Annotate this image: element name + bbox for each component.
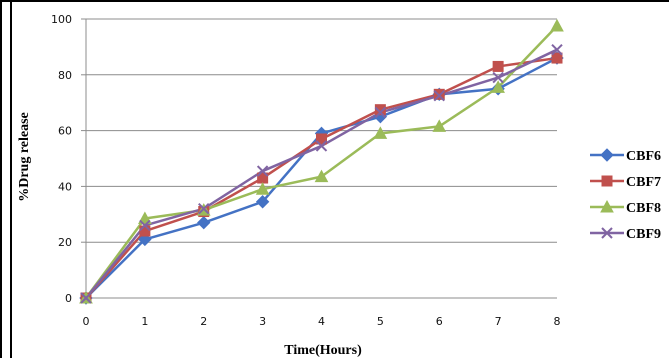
- y-tick-label: 40: [58, 180, 72, 193]
- diamond-marker: [600, 148, 614, 162]
- x-marker-stroke: [198, 203, 210, 215]
- y-tick-label: 0: [65, 292, 72, 305]
- legend-item-cbf6: CBF6: [590, 148, 661, 164]
- legend: CBF6 CBF7 CBF8 CBF9: [590, 148, 661, 242]
- x-tick-label: 1: [141, 315, 148, 328]
- triangle-marker: [491, 80, 505, 93]
- triangle-marker: [138, 211, 152, 224]
- x-marker: [433, 90, 445, 102]
- x-marker: [551, 43, 563, 56]
- legend-label: CBF9: [626, 227, 661, 242]
- triangle-marker: [255, 182, 270, 195]
- x-marker: [374, 106, 387, 119]
- x-marker-stroke: [139, 219, 151, 232]
- triangle-marker: [600, 199, 614, 213]
- x-marker: [601, 227, 613, 239]
- legend-item-cbf8: CBF8: [590, 199, 661, 216]
- x-tick-label: 5: [377, 315, 384, 328]
- triangle-marker: [373, 126, 388, 139]
- x-marker: [256, 165, 269, 177]
- diamond-marker: [197, 215, 211, 230]
- x-marker-stroke: [601, 227, 613, 239]
- legend-label: CBF7: [626, 175, 661, 190]
- triangle-marker: [314, 169, 329, 183]
- x-marker: [80, 292, 92, 304]
- y-tick-label: 20: [58, 236, 72, 249]
- y-axis-title: %Drug release: [17, 112, 32, 202]
- x-tick-label: 6: [436, 315, 443, 328]
- y-tick-label: 60: [58, 125, 72, 138]
- x-tick-labels: 0 1 2 3 4 5 6 7 8: [83, 315, 561, 328]
- x-marker: [139, 219, 151, 232]
- y-tick-label: 80: [58, 69, 72, 82]
- x-marker: [198, 203, 210, 215]
- series-markers: [79, 18, 564, 305]
- x-marker-stroke: [433, 90, 445, 102]
- x-tick-label: 8: [554, 315, 561, 328]
- x-marker-stroke: [551, 43, 563, 56]
- x-axis-title: Time(Hours): [284, 343, 362, 358]
- square-marker: [601, 175, 613, 187]
- x-marker-stroke: [256, 165, 269, 177]
- square-marker: [492, 60, 504, 72]
- frame-inner-border: [10, 2, 12, 358]
- x-marker-stroke: [374, 106, 387, 119]
- triangle-marker: [432, 119, 447, 132]
- x-marker: [315, 140, 328, 152]
- x-tick-label: 3: [259, 315, 266, 328]
- frame-top-border: [0, 0, 669, 2]
- x-marker-stroke: [80, 292, 92, 304]
- square-marker: [551, 52, 563, 64]
- square-marker: [374, 104, 386, 116]
- series-line-cbf8: [84, 25, 558, 299]
- legend-label: CBF6: [626, 149, 661, 164]
- frame-left-border: [0, 0, 2, 358]
- x-marker-stroke: [492, 71, 504, 84]
- triangle-marker: [550, 18, 564, 32]
- y-tick-label: 100: [51, 13, 72, 26]
- x-marker: [492, 71, 504, 84]
- x-tick-label: 2: [200, 315, 207, 328]
- series-lines: [84, 25, 558, 299]
- x-tick-label: 0: [83, 315, 90, 328]
- legend-item-cbf7: CBF7: [590, 175, 661, 190]
- gridlines: [86, 18, 557, 243]
- square-marker: [139, 225, 151, 237]
- x-marker-stroke: [315, 140, 328, 152]
- x-tick-label: 7: [495, 315, 502, 328]
- x-tick-label: 4: [318, 315, 325, 328]
- square-marker: [316, 133, 327, 145]
- legend-label: CBF8: [626, 201, 661, 216]
- axes: [81, 18, 557, 299]
- legend-item-cbf9: CBF9: [590, 227, 661, 242]
- y-tick-labels: 0 20 40 60 80 100: [51, 13, 72, 305]
- diamond-marker: [255, 195, 270, 209]
